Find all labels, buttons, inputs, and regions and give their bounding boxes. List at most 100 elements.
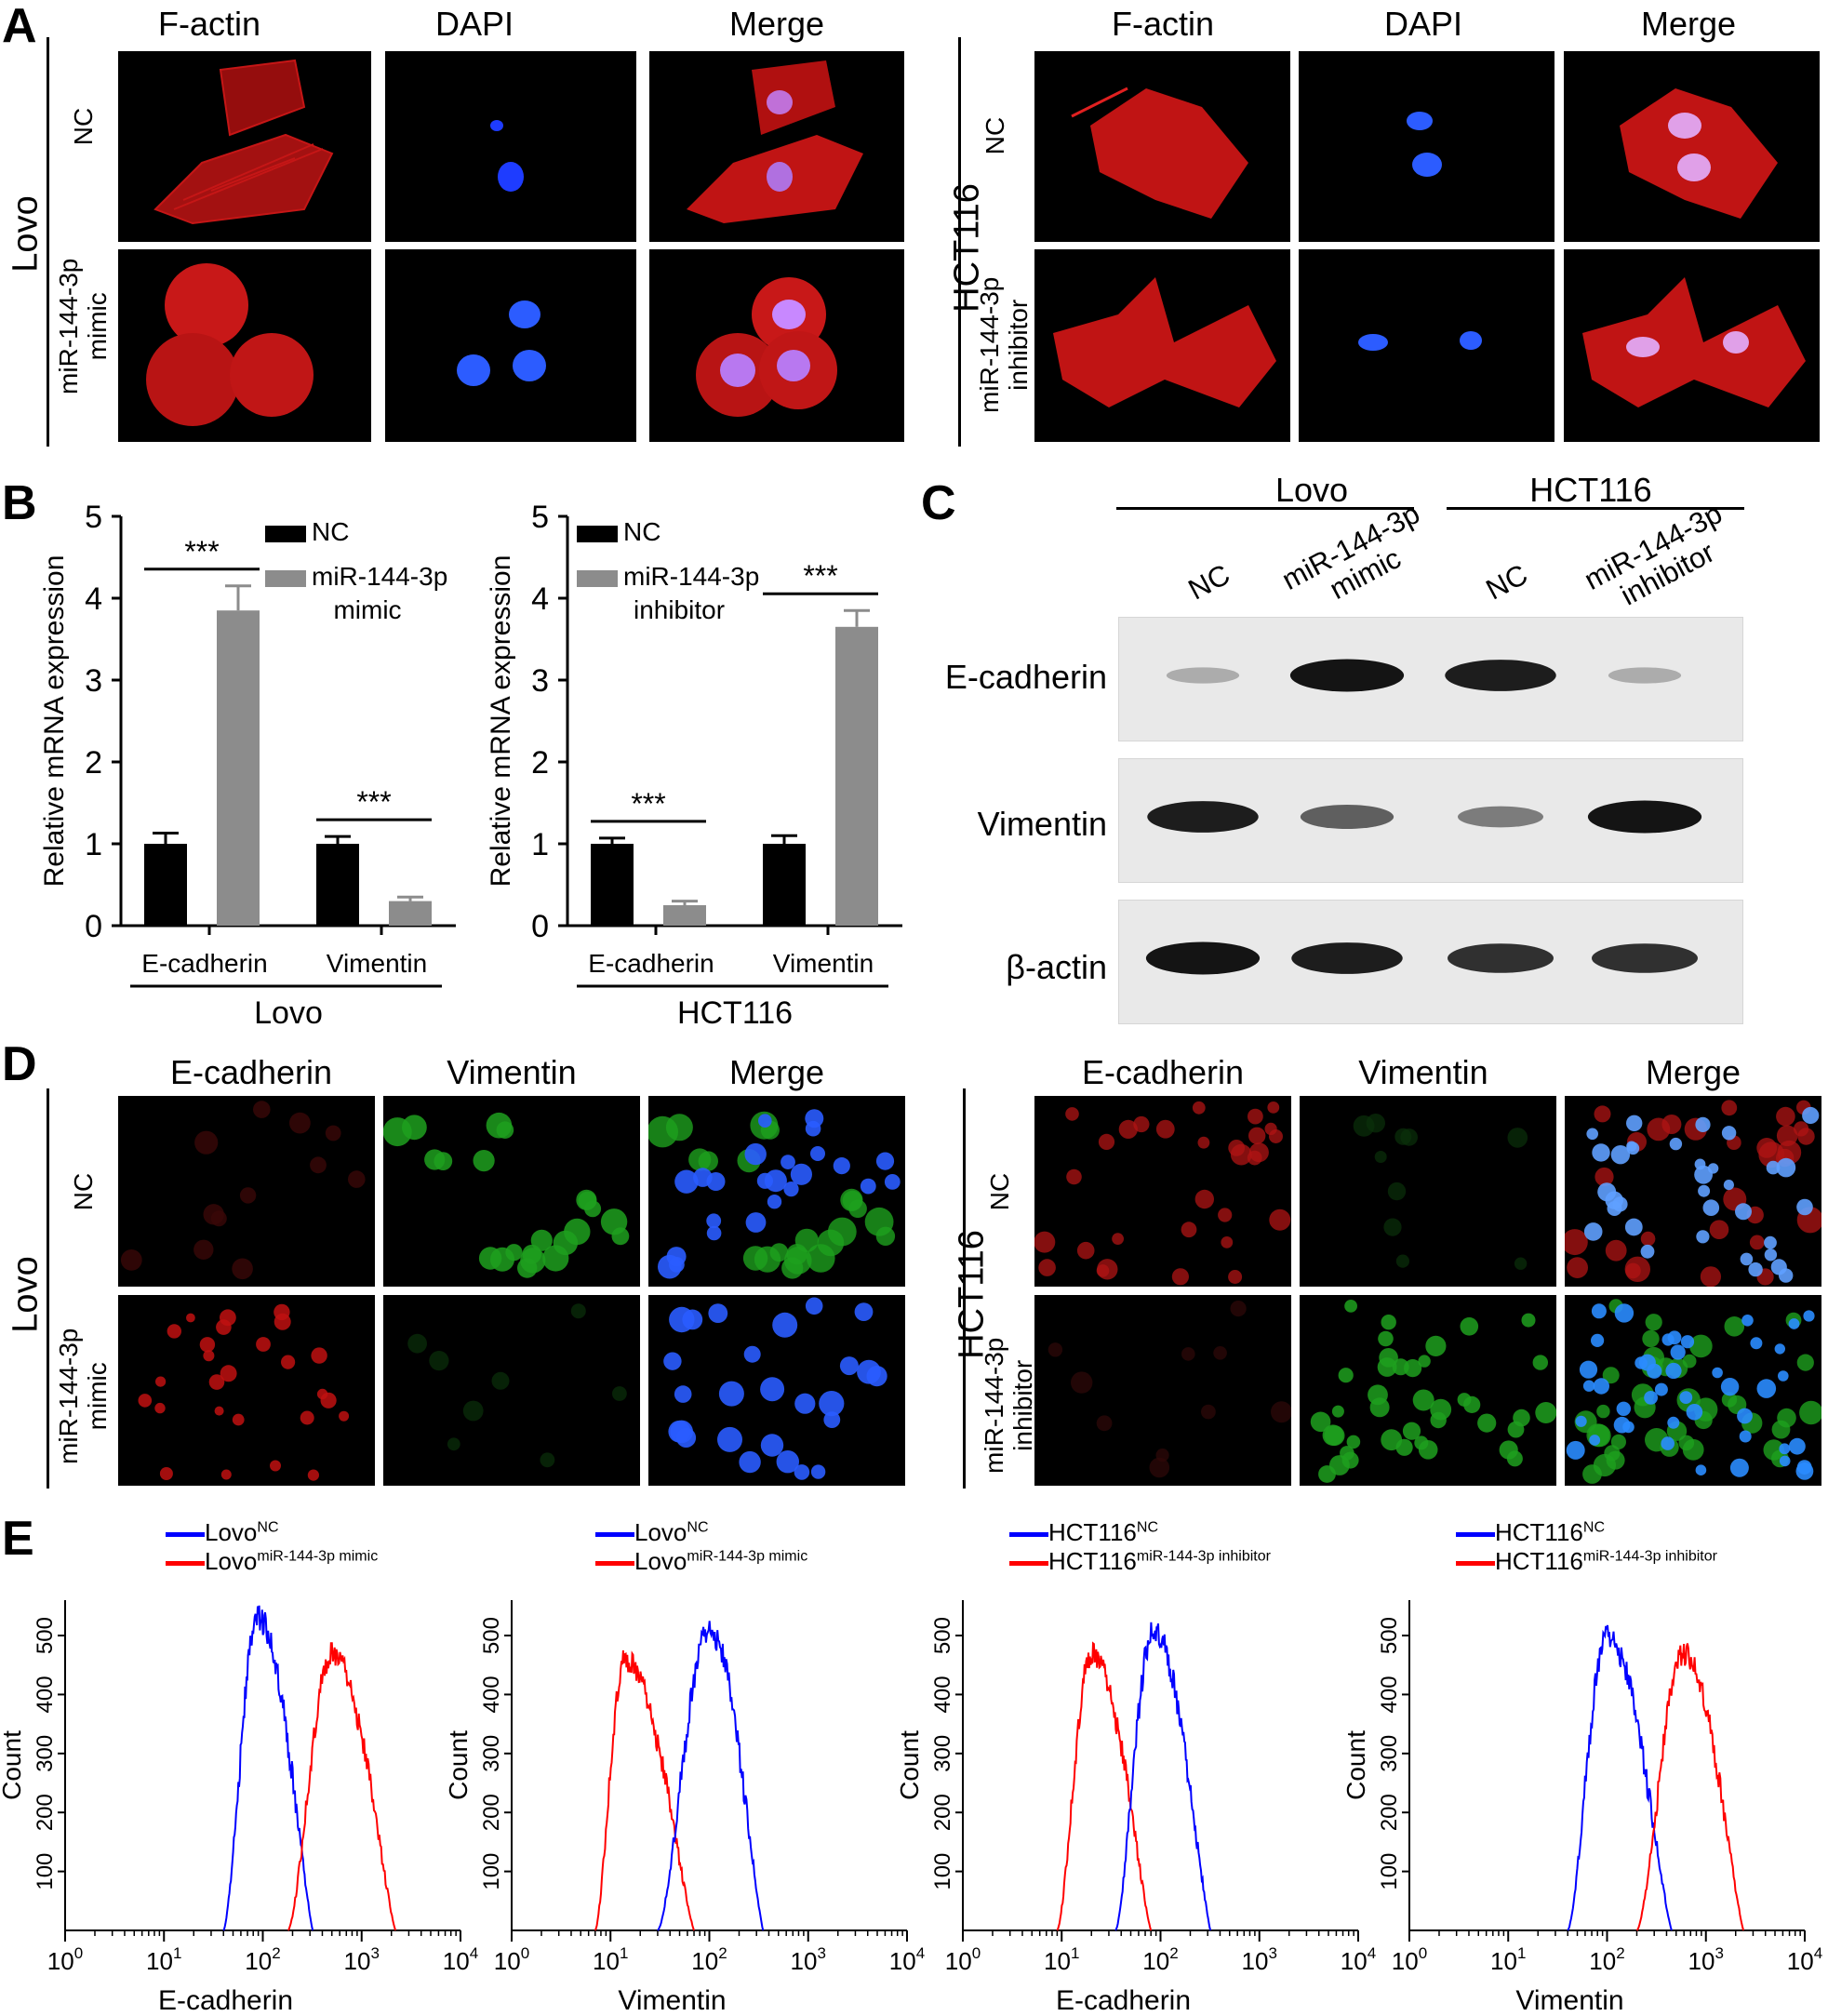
bar — [217, 610, 260, 926]
cell-spot — [1721, 1392, 1738, 1408]
cell-spot — [1665, 1362, 1682, 1380]
image-hct116-nc-dapi — [1299, 51, 1554, 242]
x-tick-exponent: 1 — [173, 1944, 181, 1962]
cell-spot — [496, 1121, 514, 1139]
cell-spot — [1803, 1310, 1815, 1322]
significance-label: *** — [631, 787, 665, 821]
cell-spot — [1267, 1101, 1280, 1114]
x-tick-label: 104 — [1341, 1944, 1376, 1975]
cell-spot — [325, 1125, 341, 1142]
image-hct116-inhibitor-dapi — [1299, 249, 1554, 442]
cell-spot — [1741, 1315, 1754, 1327]
cell-spot — [1748, 1262, 1763, 1277]
image-lovo-nc-merge-d — [648, 1096, 905, 1287]
cell-spot — [1723, 1180, 1734, 1191]
cell-spot — [1507, 1421, 1525, 1438]
cell-spot — [1579, 1360, 1598, 1379]
image-hct116-nc-merge-d — [1565, 1096, 1821, 1287]
cell-spot — [758, 1114, 772, 1128]
histogram-series — [222, 1605, 314, 1931]
cell-spot — [1181, 1222, 1197, 1238]
y-tick-label: 200 — [33, 1794, 58, 1831]
cell-spot — [517, 1258, 538, 1278]
cell-spot — [1592, 1143, 1610, 1162]
y-tick-label: 300 — [930, 1735, 955, 1772]
bar — [763, 844, 806, 926]
cell-label-lovo-d: Lovo — [6, 1256, 46, 1333]
cell-spot — [669, 1257, 685, 1273]
cell-spot — [674, 1169, 699, 1194]
cell-spot — [1616, 1401, 1631, 1416]
cell-spot — [1271, 1401, 1291, 1423]
cell-spot — [1192, 1101, 1206, 1115]
cell-spot — [674, 1385, 692, 1403]
legend-e4: HCT116NC HCT116miR-144-3p inhibitor — [1456, 1518, 1717, 1576]
legend-sup: NC — [257, 1519, 279, 1536]
histogram-series — [657, 1621, 765, 1931]
cell-spot — [1694, 1158, 1706, 1170]
cell-spot — [1586, 1128, 1598, 1141]
cell-spot — [1098, 1133, 1115, 1150]
cell-spot — [1460, 1317, 1479, 1336]
cell-spot — [1737, 1408, 1753, 1424]
cell-spot — [232, 1258, 253, 1280]
legend-sup: NC — [1136, 1519, 1158, 1536]
cell-spot — [1565, 1229, 1588, 1256]
group-label: HCT116 — [677, 995, 793, 1028]
cell-spot — [167, 1324, 181, 1339]
legend-label: NC — [312, 517, 349, 546]
cell-spot — [1795, 1462, 1814, 1480]
y-tick-label: 500 — [1377, 1617, 1402, 1654]
legend-text: Lovo — [205, 1547, 258, 1575]
blot-band — [1458, 806, 1543, 828]
panel-label-c: C — [921, 476, 956, 530]
cell-spot — [300, 1410, 314, 1425]
cell-spot — [1642, 1329, 1660, 1348]
cell-spot — [1700, 1266, 1721, 1287]
image-hct116-nc-ecad — [1034, 1096, 1291, 1287]
cell-spot — [186, 1313, 195, 1323]
legend-swatch-red — [595, 1560, 634, 1566]
x-tick-label: 102 — [691, 1944, 727, 1975]
cell-spot — [819, 1391, 845, 1417]
legend-sup: miR-144-3p mimic — [687, 1548, 808, 1565]
blot-strip-vim — [1118, 758, 1743, 883]
x-tick-label: 101 — [146, 1944, 181, 1975]
cell-spot — [1400, 1128, 1418, 1146]
significance-label: *** — [356, 785, 391, 819]
cell-spot — [1425, 1335, 1447, 1356]
image-hct116-nc-merge — [1564, 51, 1820, 242]
legend-text: Lovo — [205, 1518, 258, 1546]
x-tick-exponent: 0 — [972, 1944, 981, 1962]
cell-spot — [1739, 1430, 1752, 1443]
x-tick-exponent: 2 — [1616, 1944, 1624, 1962]
cell-spot — [1477, 1413, 1497, 1433]
cell-spot — [270, 1460, 281, 1472]
cell-spot — [1213, 1346, 1227, 1360]
cell-spot — [1096, 1415, 1113, 1432]
y-tick-label: 300 — [1377, 1735, 1402, 1772]
cell-spot — [1686, 1404, 1703, 1421]
cell-spot — [1707, 1163, 1719, 1174]
legend-e2: LovoNC LovomiR-144-3p mimic — [595, 1518, 807, 1576]
y-tick-label: 400 — [33, 1676, 58, 1713]
legend-label: inhibitor — [634, 595, 725, 624]
cell-spot — [1368, 1384, 1388, 1406]
cell-spot — [1779, 1455, 1791, 1467]
cell-spot — [1788, 1318, 1800, 1329]
cell-spot — [1171, 1268, 1189, 1286]
image-hct116-inhibitor-ecad — [1034, 1295, 1291, 1486]
blot-group-lovo-line — [1116, 507, 1414, 510]
cell-spot — [316, 1388, 328, 1400]
legend-text: HCT116 — [1048, 1518, 1137, 1546]
panel-label-e: E — [2, 1512, 34, 1566]
blot-row-label-vim: Vimentin — [977, 805, 1107, 843]
x-tick-label: 101 — [593, 1944, 628, 1975]
y-axis-label: Relative mRNA expression — [39, 555, 70, 888]
cell-spot — [1395, 1438, 1413, 1456]
cell-spot — [424, 1149, 446, 1170]
cell-spot — [1269, 1208, 1291, 1231]
y-tick-label: 300 — [479, 1735, 504, 1772]
header-vim-left: Vimentin — [447, 1053, 577, 1091]
x-axis-label: Vimentin — [1515, 1985, 1623, 2016]
